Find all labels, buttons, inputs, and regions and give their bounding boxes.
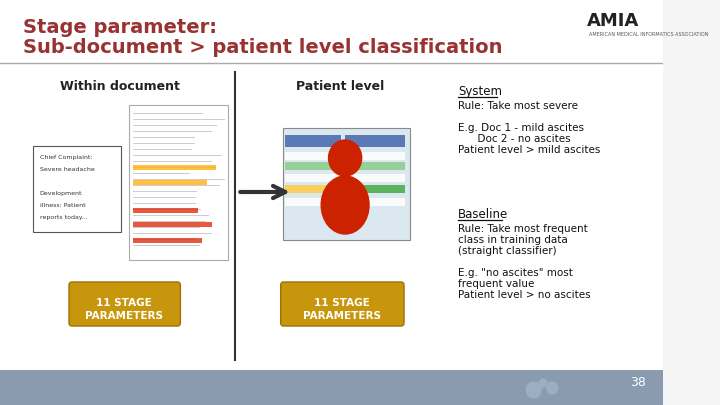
FancyBboxPatch shape bbox=[129, 105, 228, 260]
Text: 11 STAGE
PARAMETERS: 11 STAGE PARAMETERS bbox=[85, 298, 163, 321]
FancyBboxPatch shape bbox=[368, 198, 405, 206]
FancyBboxPatch shape bbox=[284, 128, 410, 240]
Circle shape bbox=[328, 140, 361, 176]
Text: (straight classifier): (straight classifier) bbox=[459, 246, 557, 256]
Text: class in training data: class in training data bbox=[459, 235, 568, 245]
Text: AMIA: AMIA bbox=[588, 12, 639, 30]
FancyBboxPatch shape bbox=[285, 174, 405, 182]
Text: System: System bbox=[459, 85, 503, 98]
Text: AMERICAN MEDICAL INFORMATICS ASSOCIATION: AMERICAN MEDICAL INFORMATICS ASSOCIATION bbox=[589, 32, 708, 37]
FancyBboxPatch shape bbox=[33, 146, 122, 232]
FancyBboxPatch shape bbox=[345, 185, 405, 193]
Ellipse shape bbox=[321, 176, 369, 234]
FancyBboxPatch shape bbox=[133, 208, 198, 213]
FancyBboxPatch shape bbox=[285, 135, 341, 147]
Text: Stage parameter:: Stage parameter: bbox=[23, 18, 217, 37]
Text: Rule: Take most frequent: Rule: Take most frequent bbox=[459, 224, 588, 234]
Text: Chief Complaint:: Chief Complaint: bbox=[40, 155, 92, 160]
Text: Sub-document > patient level classification: Sub-document > patient level classificat… bbox=[23, 38, 503, 57]
FancyBboxPatch shape bbox=[285, 152, 405, 160]
Text: 38: 38 bbox=[630, 377, 646, 390]
Text: Rule: Take most severe: Rule: Take most severe bbox=[459, 101, 578, 111]
FancyBboxPatch shape bbox=[285, 198, 322, 206]
Text: illness: Patient: illness: Patient bbox=[40, 203, 85, 208]
FancyBboxPatch shape bbox=[0, 0, 662, 62]
Text: Severe headache: Severe headache bbox=[40, 167, 94, 172]
Circle shape bbox=[546, 382, 558, 394]
FancyBboxPatch shape bbox=[281, 282, 404, 326]
FancyBboxPatch shape bbox=[133, 180, 207, 185]
Text: frequent value: frequent value bbox=[459, 279, 535, 289]
Text: E.g. "no ascites" most: E.g. "no ascites" most bbox=[459, 268, 573, 278]
FancyBboxPatch shape bbox=[69, 282, 181, 326]
Text: Patient level > no ascites: Patient level > no ascites bbox=[459, 290, 591, 300]
FancyBboxPatch shape bbox=[133, 238, 202, 243]
FancyBboxPatch shape bbox=[345, 135, 405, 147]
FancyBboxPatch shape bbox=[327, 198, 364, 206]
Circle shape bbox=[526, 382, 541, 398]
FancyBboxPatch shape bbox=[285, 162, 341, 170]
Circle shape bbox=[539, 379, 546, 387]
Text: Within document: Within document bbox=[60, 80, 179, 93]
FancyBboxPatch shape bbox=[0, 370, 662, 405]
Text: Patient level: Patient level bbox=[297, 80, 384, 93]
Text: reports today...: reports today... bbox=[40, 215, 87, 220]
FancyBboxPatch shape bbox=[285, 185, 341, 193]
Text: Patient level > mild ascites: Patient level > mild ascites bbox=[459, 145, 600, 155]
Text: E.g. Doc 1 - mild ascites: E.g. Doc 1 - mild ascites bbox=[459, 123, 585, 133]
Text: Development: Development bbox=[40, 191, 82, 196]
FancyBboxPatch shape bbox=[133, 222, 212, 227]
Text: Doc 2 - no ascites: Doc 2 - no ascites bbox=[459, 134, 571, 144]
FancyBboxPatch shape bbox=[0, 62, 662, 370]
Text: 11 STAGE
PARAMETERS: 11 STAGE PARAMETERS bbox=[303, 298, 382, 321]
Text: Baseline: Baseline bbox=[459, 208, 508, 221]
FancyBboxPatch shape bbox=[345, 162, 405, 170]
FancyBboxPatch shape bbox=[133, 165, 216, 170]
